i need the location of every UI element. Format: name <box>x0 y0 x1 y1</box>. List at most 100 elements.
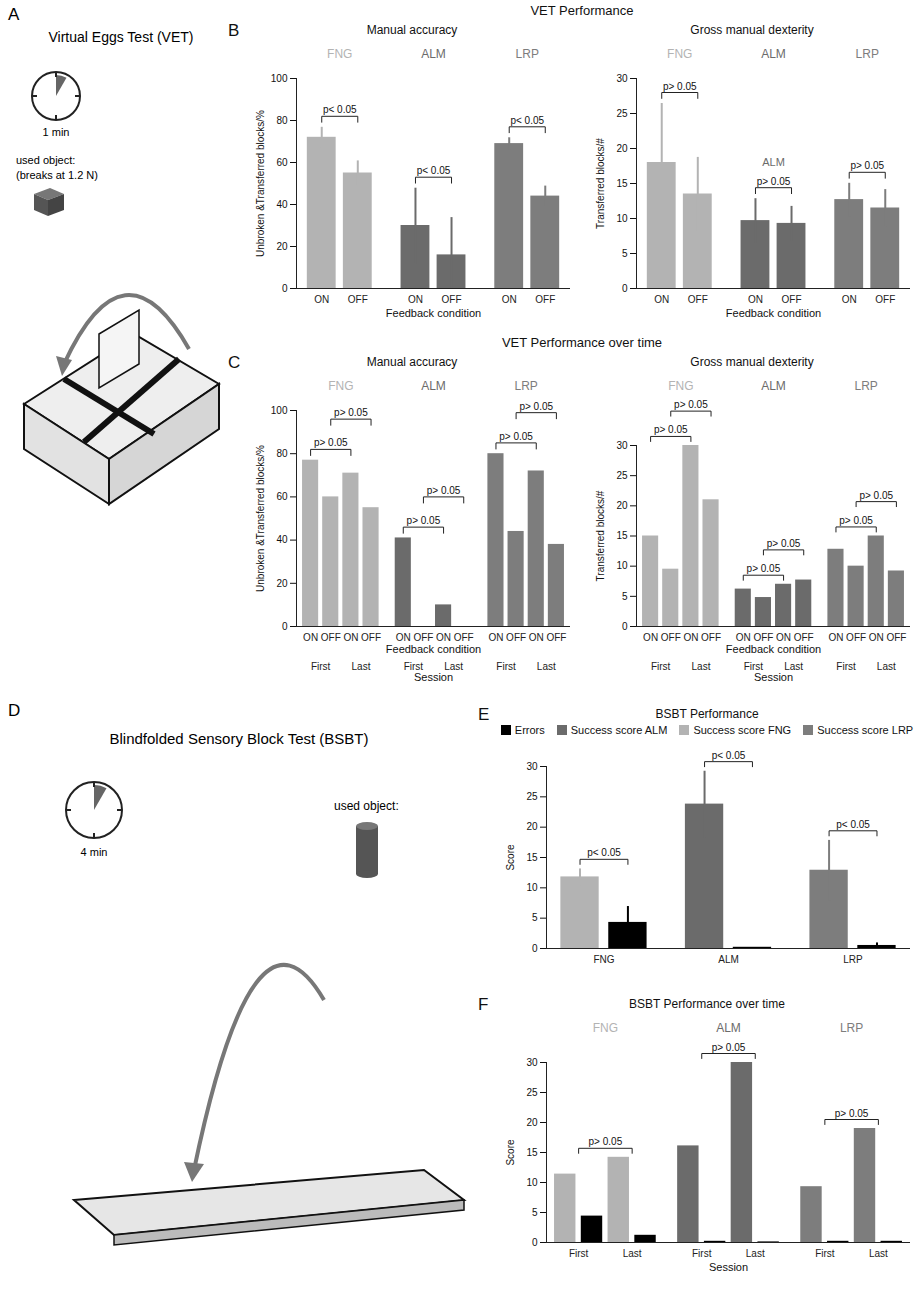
svg-text:FNG: FNG <box>593 954 614 965</box>
svg-text:ON: ON <box>869 632 884 643</box>
svg-text:Transferred blocks/#: Transferred blocks/# <box>595 138 606 229</box>
svg-text:15: 15 <box>616 530 628 541</box>
svg-text:OFF: OFF <box>701 632 721 643</box>
svg-text:FNG: FNG <box>667 47 692 61</box>
svg-text:Score: Score <box>505 844 516 871</box>
svg-text:p> 0.05: p> 0.05 <box>712 1042 746 1053</box>
svg-text:Blindfolded Sensory Block Test: Blindfolded Sensory Block Test (BSBT) <box>109 730 368 747</box>
svg-text:p> 0.05: p> 0.05 <box>747 563 781 574</box>
svg-text:10: 10 <box>616 560 628 571</box>
svg-text:0: 0 <box>282 283 288 294</box>
svg-text:10: 10 <box>616 213 628 224</box>
svg-text:FNG: FNG <box>593 1021 618 1035</box>
svg-text:p< 0.05: p< 0.05 <box>323 104 357 115</box>
svg-text:p> 0.05: p> 0.05 <box>859 490 893 501</box>
svg-text:OFF: OFF <box>413 632 433 643</box>
svg-text:OFF: OFF <box>753 632 773 643</box>
svg-text:Unbroken &Transferred blocks/%: Unbroken &Transferred blocks/% <box>255 110 266 257</box>
svg-text:LRP: LRP <box>855 379 878 393</box>
svg-text:Last: Last <box>692 661 711 672</box>
svg-text:Last: Last <box>869 1248 888 1259</box>
svg-text:ALM: ALM <box>761 47 786 61</box>
svg-text:used object:: used object: <box>334 799 399 813</box>
svg-text:First: First <box>569 1248 589 1259</box>
svg-text:used object:: used object: <box>16 154 75 166</box>
svg-text:ON: ON <box>314 294 329 305</box>
svg-text:60: 60 <box>276 491 288 502</box>
svg-text:30: 30 <box>616 73 628 84</box>
svg-text:ON: ON <box>529 632 544 643</box>
svg-text:10: 10 <box>526 1177 538 1188</box>
svg-text:p< 0.05: p< 0.05 <box>712 750 746 761</box>
svg-text:(breaks at 1.2 N): (breaks at 1.2 N) <box>16 169 98 181</box>
svg-text:ALM: ALM <box>421 47 446 61</box>
svg-text:OFF: OFF <box>348 294 368 305</box>
svg-text:p> 0.05: p> 0.05 <box>767 538 801 549</box>
svg-text:p> 0.05: p> 0.05 <box>334 407 368 418</box>
svg-text:Feedback condition: Feedback condition <box>726 307 821 319</box>
svg-text:0: 0 <box>622 283 628 294</box>
svg-text:Feedback condition: Feedback condition <box>386 307 481 319</box>
svg-text:15: 15 <box>616 178 628 189</box>
svg-text:ON: ON <box>643 632 658 643</box>
svg-text:0: 0 <box>532 943 538 954</box>
svg-text:p> 0.05: p> 0.05 <box>663 81 697 92</box>
svg-text:30: 30 <box>526 1057 538 1068</box>
svg-text:20: 20 <box>526 821 538 832</box>
svg-text:ON: ON <box>408 294 423 305</box>
svg-text:OFF: OFF <box>454 632 474 643</box>
svg-text:5: 5 <box>622 248 628 259</box>
svg-text:OFF: OFF <box>875 294 895 305</box>
svg-text:ON: ON <box>736 632 751 643</box>
svg-text:OFF: OFF <box>321 632 341 643</box>
svg-text:30: 30 <box>526 761 538 772</box>
svg-text:p< 0.05: p< 0.05 <box>587 847 621 858</box>
svg-text:Last: Last <box>623 1248 642 1259</box>
svg-text:First: First <box>815 1248 835 1259</box>
svg-text:OFF: OFF <box>546 632 566 643</box>
svg-text:40: 40 <box>276 534 288 545</box>
svg-text:25: 25 <box>526 1087 538 1098</box>
svg-text:10: 10 <box>526 882 538 893</box>
svg-text:ON: ON <box>842 294 857 305</box>
svg-text:100: 100 <box>271 73 288 84</box>
svg-text:100: 100 <box>271 405 288 416</box>
svg-text:Virtual Eggs Test (VET): Virtual Eggs Test (VET) <box>49 29 194 45</box>
svg-text:20: 20 <box>616 143 628 154</box>
svg-text:ON: ON <box>502 294 517 305</box>
svg-text:25: 25 <box>616 470 628 481</box>
svg-text:First: First <box>836 661 856 672</box>
svg-text:OFF: OFF <box>535 294 555 305</box>
svg-text:Last: Last <box>746 1248 765 1259</box>
svg-text:60: 60 <box>276 157 288 168</box>
svg-text:p> 0.05: p> 0.05 <box>407 515 441 526</box>
svg-text:Feedback condition: Feedback condition <box>726 643 821 655</box>
svg-text:ON: ON <box>436 632 451 643</box>
svg-text:Score: Score <box>505 1139 516 1166</box>
svg-text:0: 0 <box>532 1237 538 1248</box>
svg-text:p< 0.05: p< 0.05 <box>836 819 870 830</box>
svg-text:OFF: OFF <box>688 294 708 305</box>
svg-text:LRP: LRP <box>840 1021 863 1035</box>
svg-text:ALM: ALM <box>762 156 785 168</box>
svg-text:40: 40 <box>276 199 288 210</box>
svg-text:A: A <box>8 5 20 24</box>
svg-text:ALM: ALM <box>716 1021 741 1035</box>
svg-text:80: 80 <box>276 448 288 459</box>
svg-text:ALM: ALM <box>421 379 446 393</box>
svg-text:LRP: LRP <box>843 954 863 965</box>
svg-text:4 min: 4 min <box>81 846 108 858</box>
svg-text:OFF: OFF <box>361 632 381 643</box>
svg-text:p> 0.05: p> 0.05 <box>314 437 348 448</box>
svg-text:ON: ON <box>828 632 843 643</box>
svg-text:LRP: LRP <box>515 379 538 393</box>
svg-text:FNG: FNG <box>668 379 693 393</box>
svg-text:OFF: OFF <box>846 632 866 643</box>
svg-text:First: First <box>692 1248 712 1259</box>
svg-text:ON: ON <box>776 632 791 643</box>
svg-text:FNG: FNG <box>328 379 353 393</box>
svg-text:p> 0.05: p> 0.05 <box>674 399 708 410</box>
svg-text:20: 20 <box>276 578 288 589</box>
svg-text:5: 5 <box>622 591 628 602</box>
svg-text:OFF: OFF <box>782 294 802 305</box>
